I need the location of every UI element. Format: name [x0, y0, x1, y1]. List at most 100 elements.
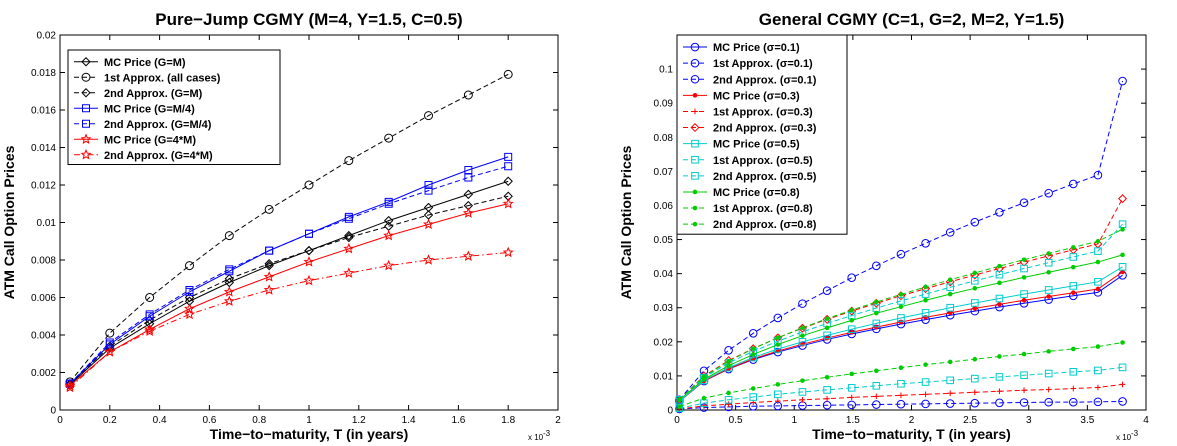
series-8: [675, 363, 1127, 413]
data-point: [265, 246, 274, 255]
data-point: [1095, 286, 1101, 292]
data-point: [692, 93, 698, 98]
series-line: [69, 195, 509, 385]
legend-label: 2nd Approx. (G=M): [104, 88, 203, 100]
data-point: [972, 285, 978, 291]
data-point: [1095, 238, 1101, 244]
x-tick-label: 1: [306, 415, 312, 426]
data-point: [922, 391, 929, 398]
x-tick-label: 0.6: [202, 415, 216, 426]
data-point: [874, 310, 879, 316]
legend-label: MC Price (G=4*M): [104, 134, 196, 146]
data-point: [675, 395, 684, 404]
data-point: [1071, 264, 1076, 270]
data-point: [775, 335, 781, 341]
y-axis-label: ATM Call Option Prices: [1, 145, 17, 299]
y-tick-label: 0: [667, 406, 673, 417]
x-axis-label: Time−to−maturity, T (in years): [210, 426, 409, 442]
data-point: [1020, 264, 1028, 273]
data-point: [304, 180, 314, 190]
data-point: [921, 290, 930, 298]
data-point: [897, 297, 905, 305]
data-point: [264, 204, 274, 214]
data-point: [344, 230, 354, 241]
y-tick-label: 0.012: [31, 181, 56, 192]
data-point: [849, 371, 855, 377]
data-point: [847, 400, 857, 410]
legend: MC Price (σ=0.1) 1st Approx. (σ=0.1) 2nd A…: [676, 34, 848, 235]
y-tick-label: 0.09: [654, 99, 674, 110]
data-point: [691, 155, 699, 164]
data-point: [800, 333, 805, 338]
x-tick-label: 1.6: [451, 415, 465, 426]
x-tick-label: 2: [909, 415, 915, 426]
series-line: [679, 266, 1123, 402]
data-point: [847, 273, 857, 283]
chart-1: Pure−Jump CGMY (M=4, Y=1.5, C=0.5) 0 0.2 0.…: [1, 10, 561, 442]
data-point: [303, 274, 315, 286]
data-point: [1021, 351, 1027, 357]
y-tick-label: 0.008: [31, 256, 56, 267]
data-point: [104, 346, 116, 357]
data-point: [1044, 369, 1053, 378]
data-point: [1021, 387, 1027, 394]
data-point: [1120, 269, 1125, 275]
data-point: [1118, 76, 1127, 86]
data-point: [1046, 251, 1051, 256]
data-point: [81, 88, 91, 98]
data-point: [1093, 170, 1103, 180]
x-tick-label: 1.2: [352, 415, 366, 426]
data-point: [264, 259, 274, 269]
data-point: [896, 291, 906, 301]
data-point: [823, 331, 831, 340]
data-point: [344, 156, 354, 166]
data-point: [725, 401, 732, 408]
y-tick-label: 0.004: [31, 331, 56, 342]
data-point: [947, 277, 953, 283]
data-point: [1046, 294, 1051, 299]
data-point: [848, 394, 855, 401]
data-point: [1118, 194, 1128, 204]
data-point: [995, 270, 1004, 279]
legend-label: MC Price (σ=0.1): [713, 42, 800, 54]
data-point: [898, 392, 904, 399]
data-point: [1118, 263, 1127, 271]
data-point: [462, 250, 474, 261]
data-point: [424, 111, 434, 121]
series-line: [69, 203, 509, 387]
data-point: [798, 388, 807, 396]
data-point: [145, 310, 154, 319]
y-tick-label: 0.006: [31, 293, 56, 304]
data-point: [105, 338, 114, 347]
data-point: [223, 295, 235, 306]
data-point: [1070, 385, 1077, 392]
data-point: [1120, 227, 1125, 232]
legend-label: 1st Approx. (σ=0.3): [713, 106, 813, 118]
data-point: [946, 303, 954, 312]
data-point: [824, 316, 830, 321]
data-point: [677, 397, 682, 403]
data-point: [677, 404, 682, 409]
data-point: [1044, 397, 1053, 407]
y-tick-label: 0.1: [659, 65, 673, 76]
data-point: [224, 274, 235, 284]
legend-label: MC Price (G=M): [104, 57, 186, 69]
y-tick-label: 0.05: [654, 235, 674, 246]
series-5: [676, 381, 1126, 412]
data-point: [1120, 252, 1125, 258]
data-point: [872, 400, 881, 409]
data-point: [970, 398, 980, 408]
y-tick-label: 0.02: [37, 31, 57, 42]
x-tick-label: 1: [791, 415, 797, 426]
data-point: [504, 152, 513, 161]
x-tick-label: 0.4: [153, 415, 167, 426]
data-point: [773, 313, 783, 323]
data-point: [972, 270, 978, 276]
y-tick-label: 0.018: [31, 68, 56, 79]
data-point: [343, 242, 355, 254]
data-point: [343, 267, 355, 278]
x-tick-label: 0: [674, 415, 680, 426]
legend-label: 1st Approx. (all cases): [104, 72, 221, 84]
data-point: [849, 318, 855, 323]
y-tick-label: 0.04: [654, 269, 674, 280]
